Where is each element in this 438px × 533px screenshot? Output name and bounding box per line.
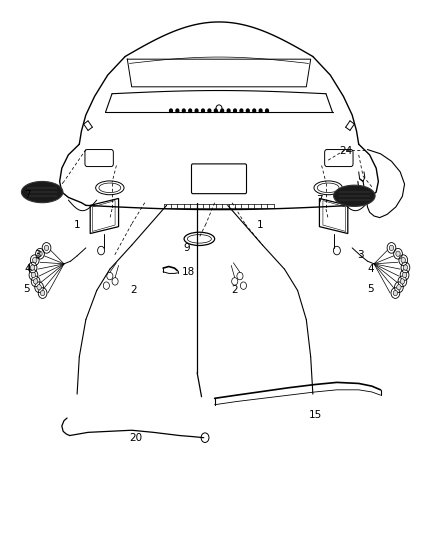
Text: 1: 1 (257, 220, 264, 230)
Text: 20: 20 (130, 433, 143, 443)
Text: 5: 5 (367, 284, 374, 294)
Circle shape (182, 109, 185, 112)
Circle shape (253, 109, 256, 112)
Circle shape (37, 285, 41, 290)
Circle shape (403, 272, 407, 278)
Circle shape (259, 109, 262, 112)
Circle shape (215, 109, 217, 112)
Text: 4: 4 (367, 264, 374, 274)
Circle shape (40, 290, 45, 296)
Circle shape (400, 279, 405, 284)
Circle shape (176, 109, 179, 112)
Circle shape (31, 272, 35, 278)
Circle shape (227, 109, 230, 112)
Text: 18: 18 (182, 267, 195, 277)
Text: 5: 5 (24, 284, 30, 294)
Text: 3: 3 (357, 250, 364, 260)
Circle shape (389, 245, 394, 251)
Circle shape (201, 109, 205, 112)
Text: 1: 1 (74, 220, 81, 230)
Text: 4: 4 (25, 264, 32, 274)
Circle shape (265, 109, 268, 112)
Ellipse shape (21, 181, 63, 203)
Circle shape (397, 285, 401, 290)
Text: 2: 2 (131, 286, 137, 295)
Circle shape (44, 245, 49, 251)
Ellipse shape (334, 185, 375, 206)
Text: 7: 7 (25, 190, 31, 200)
Circle shape (30, 265, 35, 270)
Circle shape (233, 109, 237, 112)
Circle shape (195, 109, 198, 112)
Text: 3: 3 (35, 250, 41, 260)
Circle shape (401, 257, 406, 263)
Text: 15: 15 (308, 410, 321, 421)
Circle shape (240, 109, 243, 112)
Circle shape (393, 290, 398, 296)
Text: 24: 24 (339, 146, 352, 156)
Circle shape (396, 251, 400, 256)
Circle shape (403, 265, 408, 270)
Text: 2: 2 (231, 286, 237, 295)
Circle shape (38, 251, 42, 256)
Circle shape (221, 109, 223, 112)
Circle shape (247, 109, 249, 112)
Circle shape (170, 109, 173, 112)
Text: 7: 7 (316, 195, 323, 205)
Circle shape (208, 109, 211, 112)
Circle shape (33, 279, 38, 284)
Circle shape (32, 257, 37, 263)
Circle shape (189, 109, 191, 112)
Text: 9: 9 (183, 243, 190, 253)
